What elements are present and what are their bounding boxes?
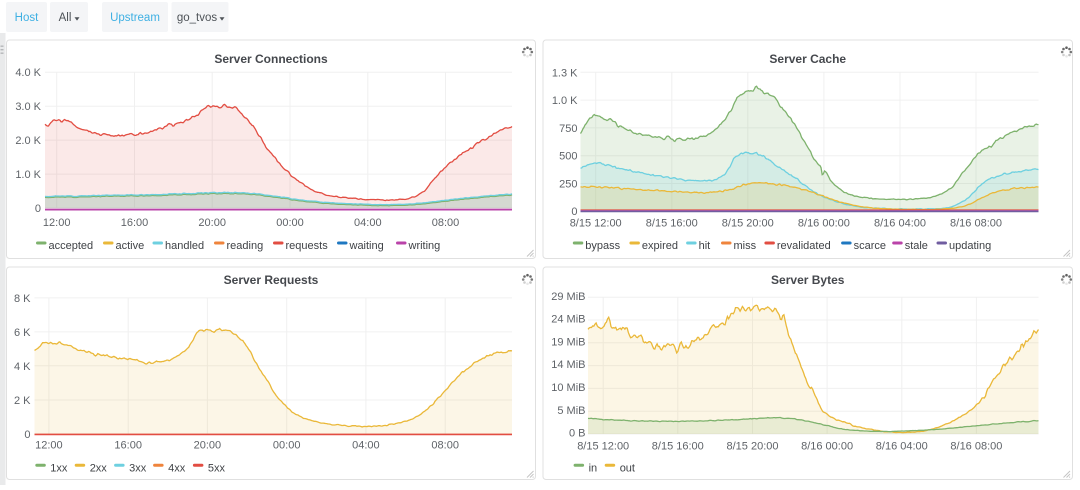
svg-text:2.0 K: 2.0 K	[15, 135, 41, 147]
svg-text:04:00: 04:00	[354, 217, 382, 229]
svg-text:5xx: 5xx	[208, 462, 226, 474]
svg-text:19 MiB: 19 MiB	[551, 336, 585, 348]
svg-text:8 K: 8 K	[14, 293, 31, 305]
svg-text:8/15 16:00: 8/15 16:00	[652, 441, 704, 453]
svg-text:4.0 K: 4.0 K	[15, 67, 41, 79]
svg-text:8/15 12:00: 8/15 12:00	[570, 217, 622, 229]
svg-text:5 MiB: 5 MiB	[557, 405, 585, 417]
svg-text:8/15 12:00: 8/15 12:00	[577, 441, 629, 453]
svg-text:updating: updating	[949, 240, 991, 252]
svg-text:3xx: 3xx	[129, 462, 147, 474]
svg-text:waiting: waiting	[349, 240, 384, 252]
svg-text:20:00: 20:00	[194, 440, 222, 452]
svg-text:500: 500	[559, 151, 577, 163]
svg-text:04:00: 04:00	[352, 440, 380, 452]
svg-text:out: out	[620, 462, 635, 474]
svg-text:accepted: accepted	[49, 240, 94, 252]
svg-text:2xx: 2xx	[90, 462, 108, 474]
svg-text:writing: writing	[408, 240, 441, 252]
svg-text:bypass: bypass	[585, 240, 620, 252]
svg-text:1.0 K: 1.0 K	[552, 95, 578, 107]
svg-text:6 K: 6 K	[14, 327, 31, 339]
svg-text:Host: Host	[15, 12, 39, 24]
svg-text:active: active	[116, 240, 145, 252]
svg-text:revalidated: revalidated	[777, 240, 831, 252]
svg-text:All: All	[59, 12, 72, 24]
svg-text:1.0 K: 1.0 K	[15, 169, 41, 181]
svg-text:8/16 08:00: 8/16 08:00	[950, 217, 1002, 229]
svg-text:8/15 20:00: 8/15 20:00	[722, 217, 774, 229]
svg-text:250: 250	[559, 179, 577, 191]
svg-text:8/15 16:00: 8/15 16:00	[646, 217, 698, 229]
svg-text:29 MiB: 29 MiB	[551, 291, 585, 303]
svg-text:hit: hit	[699, 240, 711, 252]
svg-text:8/16 04:00: 8/16 04:00	[876, 441, 928, 453]
svg-text:750: 750	[559, 123, 577, 135]
svg-text:Server Requests: Server Requests	[224, 273, 319, 287]
svg-text:14 MiB: 14 MiB	[551, 359, 585, 371]
svg-text:16:00: 16:00	[121, 217, 149, 229]
svg-text:scarce: scarce	[854, 240, 886, 252]
svg-text:08:00: 08:00	[432, 217, 460, 229]
svg-text:1xx: 1xx	[50, 462, 68, 474]
svg-text:08:00: 08:00	[431, 440, 459, 452]
svg-text:requests: requests	[286, 240, 329, 252]
svg-text:expired: expired	[642, 240, 678, 252]
svg-text:1.3 K: 1.3 K	[552, 67, 578, 79]
svg-text:12:00: 12:00	[35, 440, 63, 452]
svg-text:3.0 K: 3.0 K	[15, 101, 41, 113]
svg-text:00:00: 00:00	[273, 440, 301, 452]
svg-text:Server Bytes: Server Bytes	[771, 273, 845, 287]
svg-text:10 MiB: 10 MiB	[551, 382, 585, 394]
svg-text:Server Cache: Server Cache	[769, 52, 846, 66]
svg-text:miss: miss	[734, 240, 757, 252]
svg-text:4 K: 4 K	[14, 361, 31, 373]
svg-text:16:00: 16:00	[114, 440, 142, 452]
svg-text:4xx: 4xx	[168, 462, 186, 474]
svg-text:8/16 04:00: 8/16 04:00	[874, 217, 926, 229]
svg-text:00:00: 00:00	[276, 217, 304, 229]
svg-text:Upstream: Upstream	[110, 12, 160, 24]
svg-text:0: 0	[24, 429, 30, 441]
svg-text:0 B: 0 B	[569, 428, 586, 440]
svg-text:reading: reading	[227, 240, 264, 252]
svg-text:24 MiB: 24 MiB	[551, 314, 585, 326]
svg-text:2 K: 2 K	[14, 395, 31, 407]
svg-text:in: in	[589, 462, 598, 474]
svg-text:8/15 20:00: 8/15 20:00	[727, 441, 779, 453]
svg-text:Server Connections: Server Connections	[214, 52, 328, 66]
svg-text:8/16 00:00: 8/16 00:00	[801, 441, 853, 453]
svg-text:8/16 08:00: 8/16 08:00	[950, 441, 1002, 453]
svg-text:handled: handled	[165, 240, 204, 252]
svg-text:20:00: 20:00	[198, 217, 226, 229]
svg-text:stale: stale	[905, 240, 928, 252]
svg-text:0: 0	[571, 206, 577, 218]
svg-text:go_tvos: go_tvos	[177, 12, 218, 24]
svg-text:12:00: 12:00	[43, 217, 71, 229]
svg-text:0: 0	[35, 203, 41, 215]
svg-text:8/16 00:00: 8/16 00:00	[798, 217, 850, 229]
